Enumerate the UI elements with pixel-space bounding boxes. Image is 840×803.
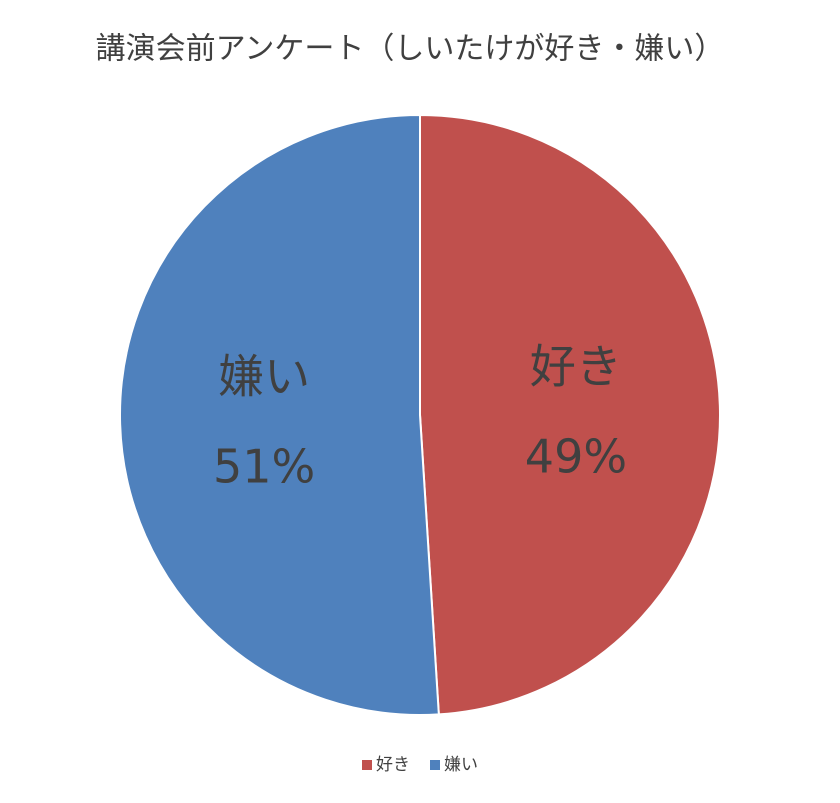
legend-label: 嫌い: [444, 755, 478, 775]
slice-category-label: 好き: [530, 340, 622, 394]
pie-slice: [419, 113, 721, 716]
slice-value-label: 49%: [525, 430, 627, 484]
legend-label: 好き: [376, 755, 410, 775]
legend-swatch: [362, 760, 372, 770]
chart-title: 講演会前アンケート（しいたけが好き・嫌い）: [96, 32, 725, 67]
slice-value-label: 51%: [213, 439, 315, 493]
legend-swatch: [430, 760, 440, 770]
slice-category-label: 嫌い: [218, 349, 310, 403]
pie-slice: [119, 113, 440, 716]
